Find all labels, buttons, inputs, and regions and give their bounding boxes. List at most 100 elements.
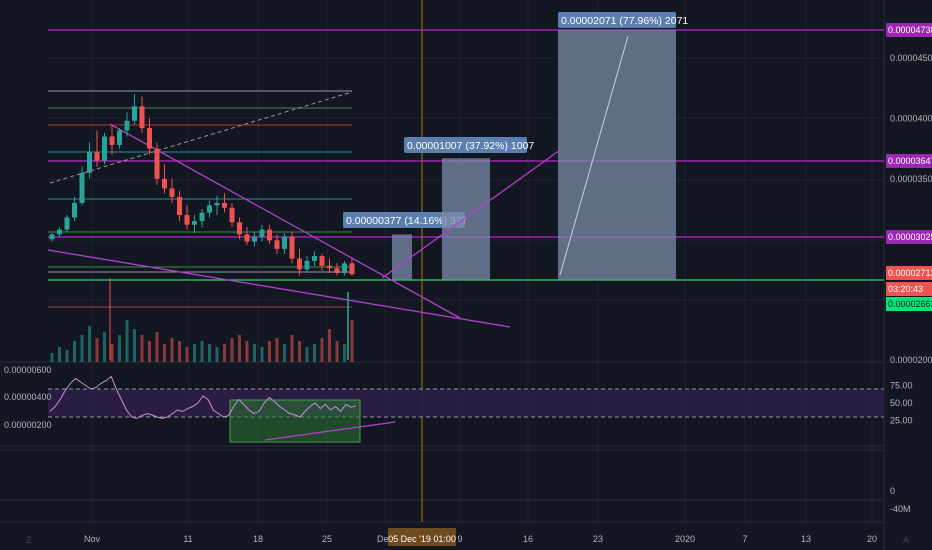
candle-body <box>177 196 182 216</box>
volume-bar <box>238 335 241 362</box>
price-axis[interactable]: 0.000045000.000040000.000035000.00003000… <box>886 23 932 514</box>
trendline-upper <box>109 123 461 319</box>
rsi-highlight-box <box>229 399 361 443</box>
projection-label: 0.00002071 (77.96%) 2071 <box>561 15 688 27</box>
candle-body <box>282 236 287 249</box>
volume-bar <box>223 344 226 362</box>
candle-body <box>252 236 257 242</box>
candle-body <box>274 240 280 249</box>
volume-bar <box>335 341 339 362</box>
candle-body <box>259 229 265 237</box>
volume-bar <box>343 344 346 362</box>
trendline-breakout <box>381 149 561 279</box>
candle-body <box>192 221 197 225</box>
volume-bar <box>140 335 144 362</box>
projection-diagonal <box>559 35 629 276</box>
volume-bar <box>320 338 324 362</box>
candle-body <box>79 172 85 203</box>
candle-body <box>57 229 62 235</box>
volume-bar <box>208 344 211 362</box>
candle-body <box>102 136 107 161</box>
left-tick-label: 0.00000600 <box>4 365 52 375</box>
volume-bar <box>260 347 264 362</box>
left-tick-label: 0.00000400 <box>4 392 52 402</box>
volume-bar <box>148 341 151 362</box>
candle-body <box>87 152 92 173</box>
candle-body <box>169 188 175 197</box>
trendlines[interactable] <box>47 91 561 328</box>
time-axis[interactable]: Nov 11 18 25 Dec 9 16 23 2020 7 13 20 05 Dec '19 01:… <box>84 528 877 546</box>
price-tag <box>886 282 932 296</box>
volume-bar <box>88 326 91 362</box>
rsi-band <box>48 389 884 417</box>
macd-tick-label: -40M <box>890 504 911 514</box>
trendline-dashed <box>49 91 353 184</box>
volume-bar <box>230 338 234 362</box>
volume-bar <box>305 347 309 362</box>
candle-body <box>319 256 325 266</box>
time-tick-label: 16 <box>523 534 533 544</box>
candle-body <box>207 205 212 213</box>
cursor-time-label: 05 Dec '19 01:00 <box>388 534 456 544</box>
candle-body <box>49 234 55 240</box>
candle-body <box>229 207 235 223</box>
volume-bar <box>125 320 129 362</box>
rsi-pane[interactable]: 75.00 50.00 25.00 0.00000600 0.00000400 0.000… <box>4 365 913 443</box>
candle-body <box>244 234 250 242</box>
candle-body <box>94 152 100 161</box>
candle-body <box>267 229 272 241</box>
candle-body <box>162 178 167 189</box>
volume-bar <box>133 329 136 362</box>
price-tag-label: 0.00002713 <box>888 268 932 278</box>
volume-bar <box>275 338 279 362</box>
time-tick-label: 11 <box>183 534 192 544</box>
projection-boxes[interactable]: 0.00000377 (14.16%) 377 0.00001007 (37.92… <box>343 12 688 280</box>
projection-label: 0.00000377 (14.16%) 377 <box>346 215 468 227</box>
time-tick-label: 20 <box>867 534 877 544</box>
candle-body <box>297 258 302 270</box>
price-tag-label: 0.00003025 <box>888 232 932 242</box>
price-tag <box>886 297 932 311</box>
volume-bar <box>290 335 294 362</box>
volume-bar <box>193 344 196 362</box>
volume-bar <box>268 341 271 362</box>
candle-body <box>334 268 340 274</box>
time-tick-label: 9 <box>457 534 462 544</box>
price-tag <box>886 230 932 244</box>
projection-tooltip <box>404 137 527 153</box>
rsi-tick-label: 50.00 <box>890 398 913 408</box>
price-tag <box>886 266 932 280</box>
time-tick-label: 18 <box>253 534 263 544</box>
candle-body <box>327 265 332 269</box>
watermark-z: Z <box>26 535 32 545</box>
rsi-tick-label: 75.00 <box>890 381 913 391</box>
volume-bar <box>283 344 286 362</box>
time-tick-label: Nov <box>84 534 101 544</box>
volume-bar <box>103 332 106 362</box>
tv-logo-icon: A <box>903 535 909 545</box>
volume-bar <box>245 341 249 362</box>
candle-body <box>117 130 122 145</box>
candle-body <box>64 217 70 230</box>
volume-bar <box>118 335 121 362</box>
price-tag <box>886 154 932 168</box>
projection-box <box>392 234 412 280</box>
price-tag-label: 0.00004738 <box>888 25 932 35</box>
time-tick-label: 23 <box>593 534 603 544</box>
volume-bar <box>110 344 114 362</box>
volume-bar <box>65 350 69 362</box>
volume-bar <box>58 347 61 362</box>
candle-body <box>132 106 137 121</box>
projection-box <box>442 158 490 280</box>
volume-bar <box>313 344 316 362</box>
projection-box <box>558 29 676 280</box>
price-tag-label: 0.00003647 <box>888 156 932 166</box>
candle-body <box>139 106 145 129</box>
time-tick-label: 25 <box>322 534 332 544</box>
left-tick-label: 0.00000200 <box>4 420 52 430</box>
candle-body <box>289 236 295 259</box>
